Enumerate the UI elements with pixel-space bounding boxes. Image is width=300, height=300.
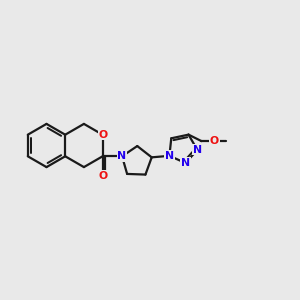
Text: N: N xyxy=(118,151,127,161)
Text: N: N xyxy=(165,151,174,161)
Text: N: N xyxy=(181,158,190,168)
Text: O: O xyxy=(98,171,107,181)
Text: O: O xyxy=(210,136,219,146)
Text: O: O xyxy=(98,130,107,140)
Text: N: N xyxy=(165,151,174,161)
Text: N: N xyxy=(193,145,202,155)
